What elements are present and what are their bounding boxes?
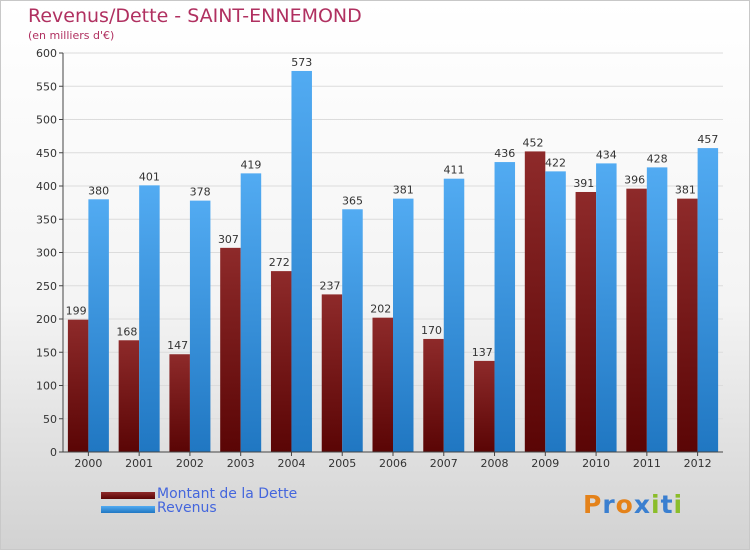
bar-revenus	[189, 200, 211, 452]
bar-revenus	[342, 209, 363, 452]
data-labels: 199 380 168 401 147 378 307 419 272 573 237 365 202 3…	[66, 56, 719, 359]
logo-letter: i	[651, 490, 661, 519]
y-tick-label: 150	[36, 346, 57, 359]
x-tick-label: 2003	[227, 457, 255, 470]
chart-subtitle: (en milliers d'€)	[28, 29, 115, 42]
bar-revenus	[646, 167, 668, 452]
x-tick-label: 2006	[379, 457, 407, 470]
data-label: 436	[494, 147, 515, 160]
data-label: 573	[291, 56, 312, 69]
y-tick-label: 100	[36, 380, 57, 393]
bar-dette	[626, 188, 647, 452]
y-tick-label: 50	[43, 413, 57, 426]
data-label: 170	[421, 324, 442, 337]
data-label: 147	[167, 339, 188, 352]
legend-label-revenus: Revenus	[157, 500, 217, 516]
logo-letter: o	[615, 490, 634, 519]
bar-dette	[575, 191, 597, 453]
data-label: 137	[472, 346, 493, 359]
bar-revenus	[291, 70, 312, 452]
x-tick-label: 2009	[531, 457, 559, 470]
data-label: 381	[393, 184, 414, 197]
x-tick-label: 2008	[481, 457, 509, 470]
data-label: 428	[647, 152, 668, 165]
y-tick-label: 0	[50, 446, 57, 459]
y-tick-label: 200	[36, 313, 57, 326]
logo-letter: i	[673, 490, 684, 519]
data-label: 378	[190, 186, 211, 199]
x-tick-label: 2005	[328, 457, 356, 470]
bar-dette	[677, 198, 698, 452]
legend-swatch-dette	[101, 492, 155, 499]
data-label: 237	[319, 279, 340, 292]
y-tick-label: 400	[36, 180, 57, 193]
bar-dette	[372, 317, 393, 452]
data-label: 396	[624, 174, 645, 187]
data-label: 381	[675, 184, 696, 197]
bar-dette	[474, 360, 495, 452]
x-tick-label: 2000	[74, 457, 102, 470]
bar-revenus	[443, 178, 465, 452]
x-tick-label: 2002	[176, 457, 204, 470]
data-label: 202	[370, 303, 391, 316]
logo-letter: x	[633, 490, 651, 519]
logo-letter: P	[583, 490, 603, 519]
legend-swatch-revenus	[101, 506, 155, 513]
bar-revenus	[88, 199, 109, 452]
x-tick-label: 2007	[430, 457, 458, 470]
axes: 0 50 100 150 200 250 300 350 400 450 500 550 600 2000…	[36, 47, 723, 470]
bars	[67, 70, 719, 453]
data-label: 307	[218, 233, 239, 246]
bar-dette	[423, 338, 444, 452]
logo-letter: r	[602, 490, 616, 519]
data-label: 365	[342, 194, 363, 207]
x-tick-label: 2010	[582, 457, 610, 470]
bar-dette	[220, 247, 241, 452]
bar-revenus	[697, 148, 719, 452]
bar-dette	[321, 294, 343, 452]
y-tick-label: 500	[36, 114, 57, 127]
data-label: 401	[139, 170, 160, 183]
bar-revenus	[494, 162, 516, 452]
y-tick-label: 450	[36, 147, 57, 160]
data-label: 199	[66, 305, 87, 318]
y-tick-label: 300	[36, 247, 57, 260]
y-tick-label: 250	[36, 280, 57, 293]
data-label: 380	[88, 184, 109, 197]
x-tick-label: 2004	[277, 457, 305, 470]
bar-revenus	[139, 185, 160, 452]
x-tick-label: 2001	[125, 457, 153, 470]
bar-dette	[270, 271, 292, 452]
bar-revenus	[545, 171, 566, 452]
data-label: 452	[523, 136, 544, 149]
bar-revenus	[240, 173, 262, 453]
chart-title: Revenus/Dette - SAINT-ENNEMOND	[28, 5, 362, 27]
data-label: 457	[697, 133, 718, 146]
data-label: 391	[573, 177, 594, 190]
data-label: 419	[240, 158, 261, 171]
bar-revenus	[393, 198, 414, 452]
data-label: 411	[444, 164, 465, 177]
bar-revenus	[596, 163, 617, 452]
x-tick-label: 2011	[633, 457, 661, 470]
y-tick-label: 600	[36, 47, 57, 60]
data-label: 168	[116, 325, 137, 338]
data-label: 272	[269, 256, 290, 269]
bar-dette	[118, 340, 140, 452]
bar-dette	[169, 354, 190, 452]
legend-label-dette: Montant de la Dette	[157, 486, 298, 502]
y-tick-label: 350	[36, 213, 57, 226]
x-tick-label: 2012	[684, 457, 712, 470]
proxiti-logo: Proxiti	[583, 490, 683, 519]
y-tick-label: 550	[36, 80, 57, 93]
data-label: 422	[545, 156, 566, 169]
logo-letter: t	[660, 490, 674, 519]
bar-dette	[67, 319, 89, 452]
bar-dette	[524, 151, 546, 453]
data-label: 434	[596, 148, 617, 161]
